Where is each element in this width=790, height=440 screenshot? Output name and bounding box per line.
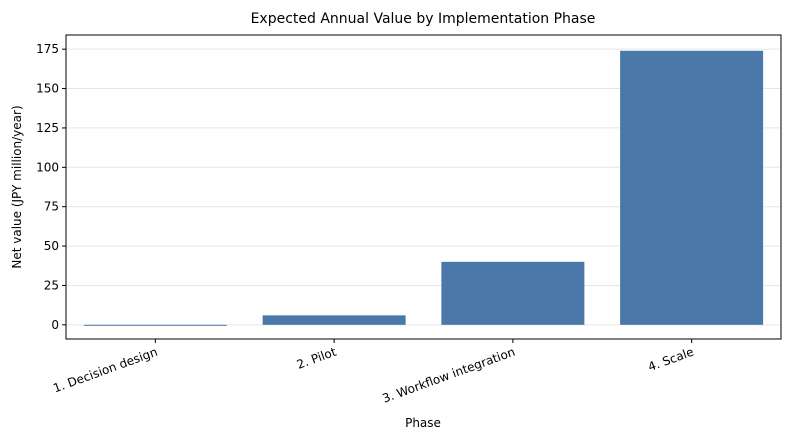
bar <box>262 315 406 325</box>
y-tick-label: 75 <box>44 200 59 214</box>
x-axis-ticks: 1. Decision design 2. Pilot 3. Workflow in… <box>51 339 696 406</box>
plot-frame <box>65 34 782 340</box>
y-tick-label: 50 <box>44 239 59 253</box>
x-tick-label: 4. Scale <box>646 345 695 374</box>
y-tick-label: 150 <box>36 82 59 96</box>
bars <box>83 50 764 326</box>
y-tick-label: 125 <box>36 121 59 135</box>
y-axis-ticks: 0 25 50 75 100 125 150 175 <box>36 42 66 332</box>
x-axis-title: Phase <box>405 416 441 430</box>
y-axis-title: Net value (JPY million/year) <box>10 105 24 268</box>
gridlines <box>66 48 781 326</box>
x-tick-label: 3. Workflow integration <box>380 345 516 406</box>
bar <box>83 324 227 326</box>
y-tick-label: 0 <box>51 318 59 332</box>
y-tick-label: 175 <box>36 42 59 56</box>
y-tick-label: 25 <box>44 278 59 292</box>
y-tick-label: 100 <box>36 160 59 174</box>
bar <box>441 261 585 325</box>
x-tick-label: 1. Decision design <box>51 345 159 396</box>
chart-title: Expected Annual Value by Implementation … <box>251 11 596 27</box>
x-tick-label: 2. Pilot <box>295 345 339 372</box>
bar <box>620 50 764 325</box>
